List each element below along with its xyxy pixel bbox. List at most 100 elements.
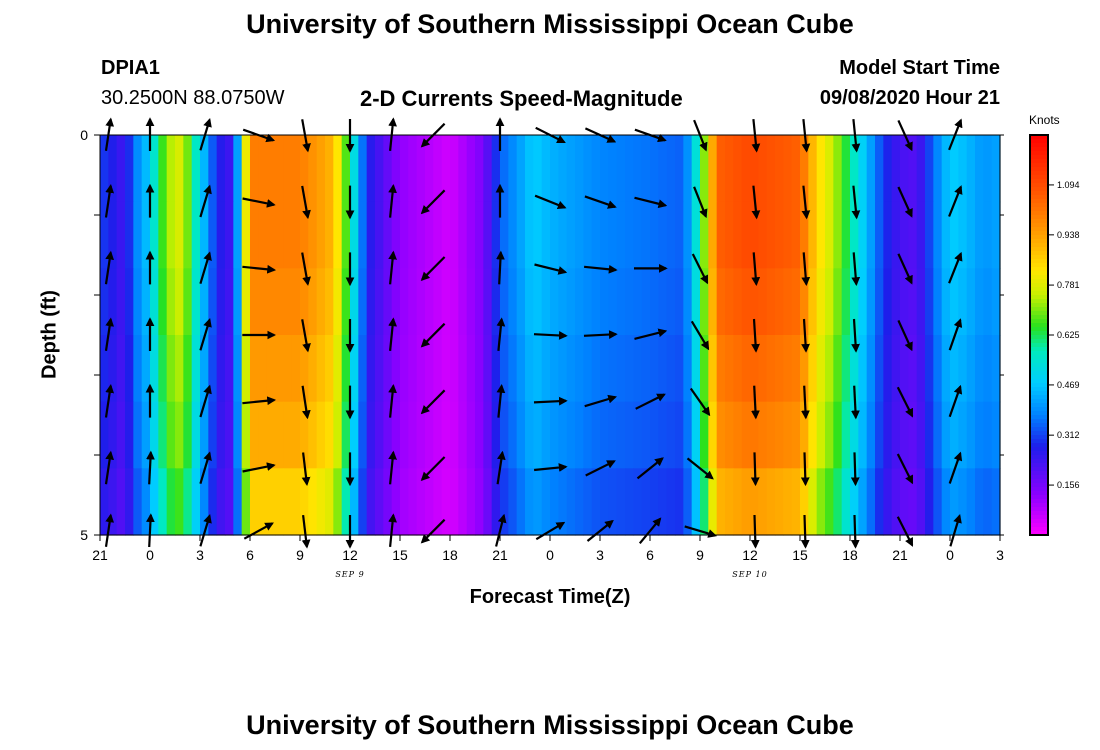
heatmap-cell xyxy=(966,135,976,203)
heatmap-cell xyxy=(566,268,576,336)
heatmap-cell xyxy=(116,268,126,336)
heatmap-cell xyxy=(558,201,568,269)
heatmap-cell xyxy=(141,468,151,536)
heatmap-cell xyxy=(708,201,718,269)
colorbar-segment xyxy=(1030,299,1048,304)
heatmap-cell xyxy=(175,468,184,536)
heatmap-cell xyxy=(883,201,893,269)
heatmap-cell xyxy=(525,468,534,536)
heatmap-cell xyxy=(416,201,426,269)
heatmap-cell xyxy=(566,135,576,203)
axes: 21 0 3 6 9 12 15 18 21 0 3 6 9 12 15 18 21 0 3 SEP 9 SEP 10 0… xyxy=(80,127,1004,579)
heatmap-cell xyxy=(141,135,151,203)
heatmap-cell xyxy=(916,468,926,536)
heatmap-cell xyxy=(391,268,401,336)
heatmap-cell xyxy=(441,268,451,336)
heatmap-cell xyxy=(141,268,151,336)
current-vector xyxy=(534,194,567,210)
heatmap-cell xyxy=(608,135,618,203)
heatmap-cell xyxy=(533,268,543,336)
heatmap-cell xyxy=(308,468,318,536)
heatmap-cell xyxy=(658,135,668,203)
current-vector xyxy=(948,451,963,484)
colorbar-segment xyxy=(1030,427,1048,432)
heatmap-cell xyxy=(608,468,618,536)
heatmap-cell xyxy=(300,268,309,336)
heatmap-cell xyxy=(675,135,684,203)
heatmap-cell xyxy=(825,135,834,203)
heatmap-cell xyxy=(658,401,668,469)
current-vector xyxy=(896,453,914,485)
heatmap-cell xyxy=(425,401,434,469)
heatmap-cell xyxy=(733,468,743,536)
heatmap-cell xyxy=(575,201,584,269)
heatmap-cell xyxy=(725,135,734,203)
colorbar-tick-label: 0.156 xyxy=(1057,480,1080,490)
heatmap-cell xyxy=(716,135,726,203)
colorbar-segment xyxy=(1030,367,1048,372)
heatmap-cell xyxy=(450,335,459,403)
heatmap-cell xyxy=(191,268,201,336)
heatmap-cell xyxy=(558,135,568,203)
heatmap-cell xyxy=(600,335,609,403)
heatmap-cell xyxy=(100,468,109,536)
heatmap-cell xyxy=(891,468,901,536)
heatmap-cell xyxy=(316,335,326,403)
heatmap-cell xyxy=(683,268,693,336)
colorbar-segment xyxy=(1030,171,1048,176)
heatmap-cell xyxy=(283,268,293,336)
heatmap-cell xyxy=(283,135,293,203)
heatmap-cell xyxy=(833,135,843,203)
heatmap-cell xyxy=(175,201,184,269)
heatmap-cell xyxy=(316,268,326,336)
heatmap-cell xyxy=(483,401,493,469)
heatmap-cell xyxy=(933,468,943,536)
heatmap-cell xyxy=(633,201,643,269)
x-tick-label: 3 xyxy=(596,547,604,563)
heatmap-cell xyxy=(325,135,334,203)
heatmap-cell xyxy=(300,468,309,536)
heatmap-cell xyxy=(516,268,526,336)
heatmap-cell xyxy=(600,135,609,203)
heatmap-cell xyxy=(750,135,759,203)
heatmap-cell xyxy=(400,201,409,269)
heatmap-cell xyxy=(525,335,534,403)
heatmap-cell xyxy=(800,468,809,536)
heatmap-cell xyxy=(208,201,218,269)
heatmap-cell xyxy=(991,201,1001,269)
heatmap-cell xyxy=(475,201,484,269)
heatmap-cell xyxy=(441,135,451,203)
heatmap-cell xyxy=(850,335,859,403)
heatmap-cell xyxy=(508,268,518,336)
colorbar-segment xyxy=(1030,231,1048,236)
heatmap-cell xyxy=(366,201,376,269)
heatmap-cell xyxy=(591,268,601,336)
heatmap-cell xyxy=(266,135,276,203)
heatmap-cell xyxy=(308,268,318,336)
heatmap-cell xyxy=(383,135,393,203)
heatmap-cell xyxy=(350,401,359,469)
current-vector xyxy=(301,514,311,549)
heatmap-cell xyxy=(650,401,659,469)
heatmap-cell xyxy=(750,335,759,403)
heatmap-cell xyxy=(183,468,193,536)
colorbar-segment xyxy=(1030,419,1048,424)
heatmap-cell xyxy=(258,401,268,469)
heatmap-cell xyxy=(666,268,676,336)
heatmap-cell xyxy=(700,201,709,269)
heatmap-cell xyxy=(275,335,284,403)
heatmap-cell xyxy=(616,135,626,203)
model-start-value: 09/08/2020 Hour 21 xyxy=(819,87,1000,109)
heatmap-cell xyxy=(691,268,701,336)
x-tick-label: 0 xyxy=(946,547,954,563)
heatmap-cell xyxy=(558,468,568,536)
heatmap-cell xyxy=(250,135,259,203)
heatmap-cell xyxy=(950,135,959,203)
heatmap-cell xyxy=(541,335,551,403)
colorbar-segment xyxy=(1030,511,1048,516)
heatmap-cell xyxy=(616,201,626,269)
heatmap-cell xyxy=(833,401,843,469)
heatmap-cell xyxy=(383,468,393,536)
current-vector xyxy=(751,252,761,287)
